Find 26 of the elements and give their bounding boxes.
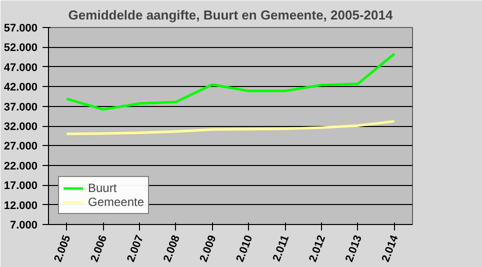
y-tick-label: 52.000: [4, 42, 38, 54]
y-tick-label: 57.000: [4, 22, 38, 34]
x-tick-label: 2.006: [88, 234, 110, 264]
legend-label: Buurt: [88, 181, 117, 195]
y-tick-label: 47.000: [4, 62, 38, 74]
y-tick-label: 7.000: [10, 220, 38, 232]
y-tick-label: 27.000: [4, 140, 38, 153]
y-tick-label: 42.000: [4, 82, 38, 94]
y-tick-label: 12.000: [4, 200, 38, 212]
x-tick-label: 2.012: [307, 234, 328, 264]
line-series: [65, 52, 396, 111]
x-tick-label: 2.005: [52, 234, 74, 264]
x-tick-label: 2.009: [198, 234, 219, 264]
y-tick-label: 32.000: [4, 121, 38, 133]
legend-label: Gemeente: [88, 195, 144, 209]
y-tick-label: 17.000: [4, 180, 38, 192]
x-tick-label: 2.008: [161, 234, 182, 264]
y-tick-label: 22.000: [4, 160, 38, 172]
line-series: [65, 120, 396, 136]
x-tick-label: 2.010: [234, 234, 256, 264]
x-tick-label: 2.011: [270, 234, 292, 264]
x-tick-label: 2.014: [380, 232, 402, 264]
chart-title: Gemiddelde aangifte, Buurt en Gemeente, 2005-2014: [68, 8, 394, 22]
y-tick-label: 37.000: [4, 101, 38, 114]
x-tick-label: 2.013: [343, 234, 364, 264]
x-tick-label: 2.007: [125, 234, 146, 264]
